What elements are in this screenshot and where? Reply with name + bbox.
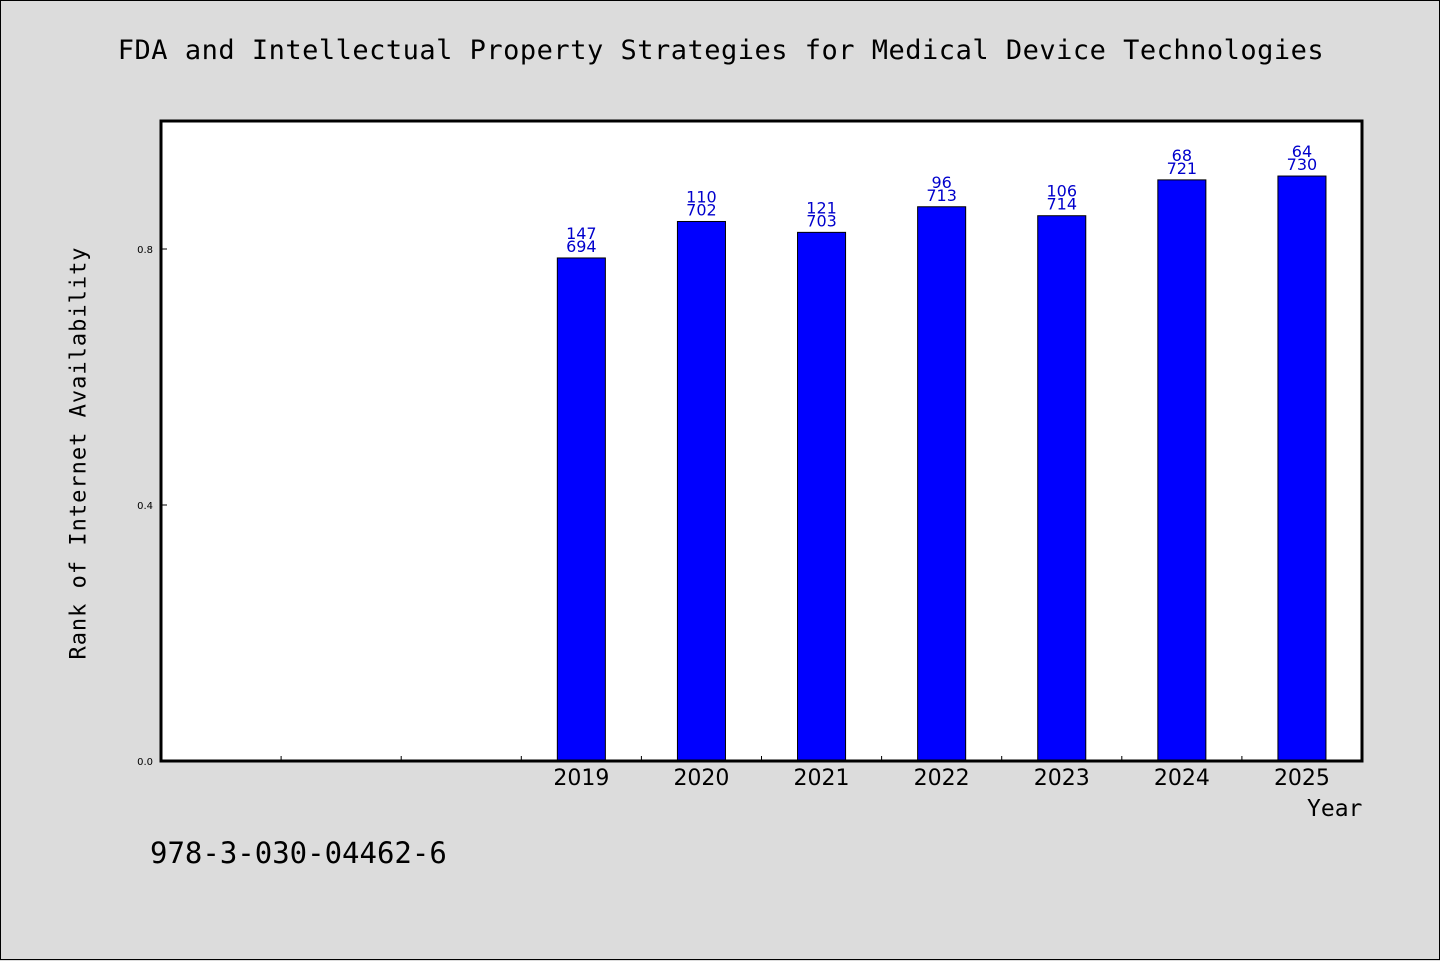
bar-label-top: 106 [1046, 182, 1077, 201]
bar-2025 [1277, 175, 1327, 762]
bar-label-bottom: 714 [1046, 195, 1077, 214]
bar-label-bottom: 721 [1167, 159, 1198, 178]
bar-label-bottom: 694 [566, 237, 597, 256]
bar-label-top: 147 [566, 224, 597, 243]
bar-2021 [797, 231, 847, 762]
bar-2019 [556, 257, 606, 762]
chart-title: FDA and Intellectual Property Strategies… [117, 35, 1325, 66]
x-tick-label: 2025 [1274, 766, 1330, 791]
isbn-text: 978-3-030-04462-6 [150, 836, 447, 870]
x-tick-label: 2024 [1154, 766, 1210, 791]
bar-label-bottom: 713 [926, 186, 957, 205]
x-tick-label: 2023 [1034, 766, 1090, 791]
bar-label-top: 68 [1172, 146, 1192, 165]
y-tick-label: 0.0 [137, 757, 153, 768]
plot-border [159, 119, 1364, 763]
x-tick-label: 2019 [553, 766, 609, 791]
x-tick-label: 2020 [673, 766, 729, 791]
x-tick-label: 2021 [794, 766, 850, 791]
y-tick-label: 0.8 [137, 245, 153, 256]
bar-label-bottom: 703 [806, 211, 837, 230]
bar-2023 [1037, 215, 1087, 762]
bar-label-top: 110 [686, 187, 717, 206]
y-tick-label: 0.4 [137, 501, 153, 512]
x-axis-label: Year [1307, 796, 1363, 822]
bar-label-bottom: 702 [686, 200, 717, 219]
bar-2024 [1157, 179, 1207, 762]
bar-label-top: 64 [1292, 142, 1312, 161]
x-tick-label: 2022 [914, 766, 970, 791]
bar-label-bottom: 730 [1287, 155, 1318, 174]
bar-label-top: 96 [931, 173, 951, 192]
bar-label-top: 121 [806, 198, 837, 217]
bar-2020 [676, 220, 726, 762]
bar-2022 [917, 206, 967, 762]
